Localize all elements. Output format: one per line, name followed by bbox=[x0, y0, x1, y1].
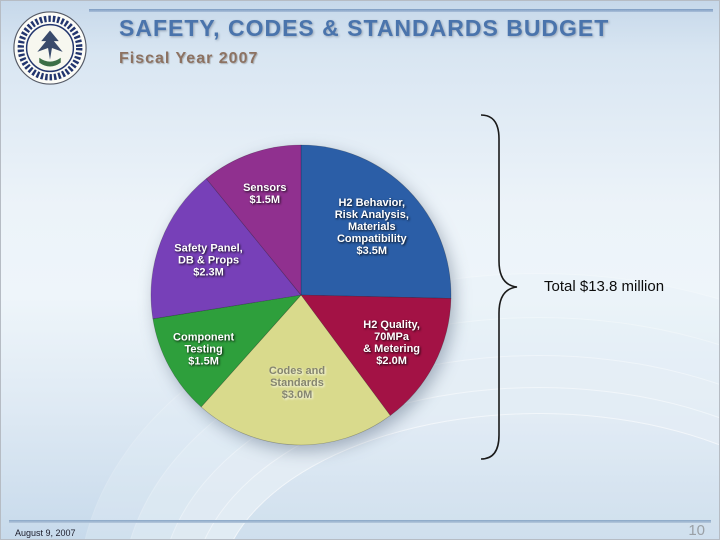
page-number: 10 bbox=[688, 522, 705, 539]
pie-slice-3 bbox=[152, 294, 302, 408]
pie-slice-5 bbox=[205, 144, 302, 296]
pie-slice-label-1: H2 Quality, 70MPa & Metering $2.0M bbox=[363, 319, 420, 367]
pie-chart: H2 Behavior, Risk Analysis, Materials Compa… bbox=[141, 135, 461, 455]
pie-svg: H2 Behavior, Risk Analysis, Materials Compa… bbox=[150, 144, 452, 446]
doe-seal-logo bbox=[11, 9, 89, 87]
top-divider bbox=[89, 9, 713, 12]
pie-slice-0 bbox=[300, 144, 452, 299]
pie-slice-label-4: Safety Panel, DB & Props $2.3M bbox=[174, 243, 242, 279]
pie-slice-label-3: Component Testing $1.5M bbox=[173, 331, 234, 367]
slide-subtitle: Fiscal Year 2007 bbox=[119, 50, 259, 67]
total-label: Total $13.8 million bbox=[544, 278, 665, 295]
slide-header: SAFETY, CODES & STANDARDS BUDGET Fiscal … bbox=[119, 15, 699, 68]
pie-slice-label-2: Codes and Standards $3.0M bbox=[269, 365, 325, 401]
footer-date: August 9, 2007 bbox=[15, 528, 76, 538]
pie-slice-4 bbox=[150, 178, 302, 320]
footer-divider bbox=[9, 520, 711, 523]
pie-slice-1 bbox=[300, 294, 452, 416]
pie-slice-label-5: Sensors $1.5M bbox=[243, 182, 286, 206]
doe-seal-icon bbox=[13, 11, 87, 85]
curly-brace bbox=[480, 114, 518, 460]
pie-slice-2 bbox=[200, 294, 391, 446]
slide-title: SAFETY, CODES & STANDARDS BUDGET bbox=[119, 15, 610, 41]
pie-slice-label-0: H2 Behavior, Risk Analysis, Materials Compa… bbox=[335, 197, 409, 257]
